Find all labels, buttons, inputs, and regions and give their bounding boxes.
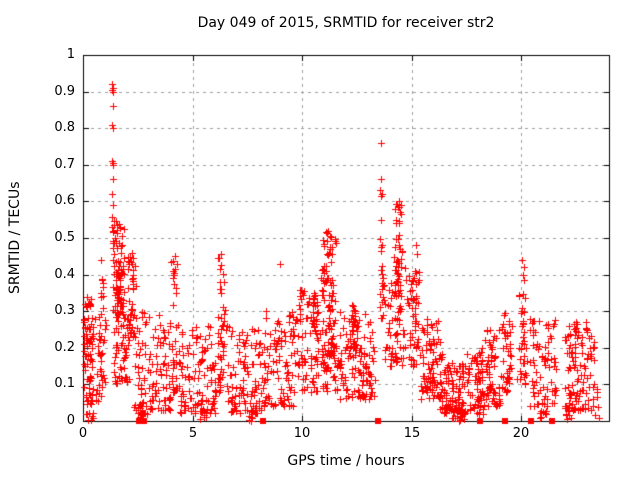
y-tick-label: 0.9 <box>54 84 75 99</box>
x-tick-label: 5 <box>188 426 198 441</box>
y-tick-label: 1 <box>66 47 75 62</box>
y-tick-label: 0.7 <box>54 157 75 172</box>
x-tick-label: 15 <box>403 426 421 441</box>
y-tick-label: 0.8 <box>54 120 75 135</box>
y-tick-label: 0.1 <box>54 376 75 391</box>
x-axis-label: GPS time / hours <box>287 453 405 469</box>
chart-title: Day 049 of 2015, SRMTID for receiver str… <box>197 15 495 31</box>
y-tick-label: 0 <box>66 413 75 428</box>
x-tick-label: 10 <box>293 426 311 441</box>
y-axis-label: SRMTID / TECUs <box>7 181 23 295</box>
y-tick-label: 0.6 <box>54 193 75 208</box>
x-tick-label: 20 <box>512 426 530 441</box>
y-tick-label: 0.5 <box>54 230 75 245</box>
y-tick-label: 0.3 <box>54 303 75 318</box>
y-tick-label: 0.4 <box>54 267 75 282</box>
y-tick-label: 0.2 <box>54 340 75 355</box>
x-tick-label: 0 <box>78 426 88 441</box>
